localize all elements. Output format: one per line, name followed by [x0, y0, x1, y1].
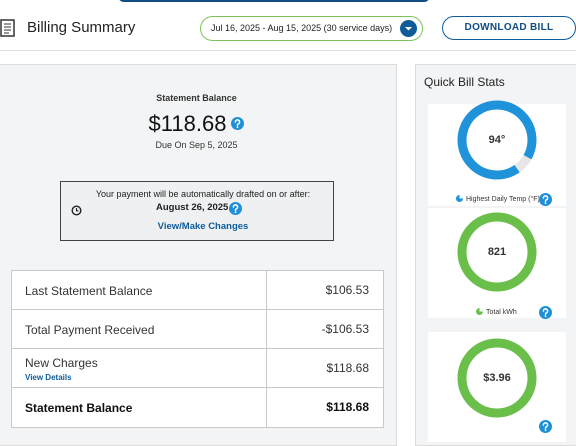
- stat-value: $3.96: [483, 372, 511, 384]
- balance-table: Last Statement Balance $106.53 Total Payme…: [11, 270, 384, 428]
- help-icon[interactable]: [539, 306, 552, 319]
- document-icon: [0, 19, 15, 37]
- help-glyph: [539, 193, 552, 206]
- view-make-changes-link[interactable]: View/Make Changes: [157, 221, 249, 232]
- help-glyph: [539, 306, 552, 319]
- help-icon[interactable]: [229, 202, 242, 215]
- donut-gauge: [457, 212, 537, 292]
- help-icon[interactable]: [539, 420, 552, 433]
- autopay-message: Your payment will be automatically draft…: [95, 189, 311, 199]
- help-glyph: [231, 117, 244, 130]
- legend-icon: [476, 308, 483, 315]
- stat-label: Highest Daily Temp (°F): [466, 196, 540, 203]
- row-label: New Charges: [25, 356, 98, 370]
- quick-stats-title: Quick Bill Stats: [424, 75, 505, 89]
- table-row: New Charges $118.68 View Details: [12, 348, 383, 387]
- row-value: $118.68: [326, 361, 370, 375]
- stat-legend: Highest Daily Temp (°F): [456, 195, 540, 203]
- row-label: Statement Balance: [25, 401, 133, 415]
- statement-amount: $118.68: [148, 111, 227, 136]
- autopay-date: August 26, 2025: [156, 202, 229, 213]
- stat-label: Total kWh: [486, 309, 517, 316]
- gauge-arc: [457, 338, 537, 418]
- statement-label: Statement Balance: [156, 93, 237, 103]
- date-range-dropdown[interactable]: Jul 16, 2025 - Aug 15, 2025 (30 service …: [200, 16, 423, 41]
- donut-gauge: [457, 100, 537, 180]
- due-date: Due On Sep 5, 2025: [155, 140, 238, 150]
- help-glyph: [539, 420, 552, 433]
- help-icon[interactable]: [539, 193, 552, 206]
- dropdown-chevron: [400, 20, 417, 37]
- download-bill-button[interactable]: DOWNLOAD BILL: [442, 16, 576, 40]
- stat-card: $3.96: [428, 332, 566, 442]
- stat-card: 821 Total kWh: [428, 208, 566, 319]
- table-row: Total Payment Received -$106.53: [12, 309, 383, 348]
- stat-value: 821: [487, 246, 507, 258]
- gauge-arc: [457, 212, 537, 292]
- clock-icon: [71, 205, 82, 216]
- help-icon[interactable]: [231, 117, 244, 130]
- donut-gauge: [457, 338, 537, 418]
- row-value: $118.68: [326, 400, 369, 414]
- view-details-link[interactable]: View Details: [25, 373, 72, 382]
- date-range-text: Jul 16, 2025 - Aug 15, 2025 (30 service …: [211, 23, 393, 33]
- help-glyph: [229, 202, 242, 215]
- row-label: Total Payment Received: [25, 323, 155, 337]
- autopay-notice: Your payment will be automatically draft…: [60, 181, 334, 241]
- page-title: Billing Summary: [27, 19, 136, 36]
- table-row: Last Statement Balance $106.53: [12, 270, 383, 309]
- stat-card: 94° Highest Daily Temp (°F): [428, 100, 566, 206]
- table-row: Statement Balance $118.68: [12, 387, 383, 426]
- row-label: Last Statement Balance: [25, 284, 153, 298]
- divider: [0, 50, 576, 51]
- stat-legend: Total kWh: [476, 308, 517, 316]
- row-value: $106.53: [325, 283, 369, 297]
- top-tab: [118, 0, 430, 2]
- legend-icon: [456, 195, 463, 202]
- row-value: -$106.53: [321, 322, 369, 336]
- stat-value: 94°: [488, 134, 506, 146]
